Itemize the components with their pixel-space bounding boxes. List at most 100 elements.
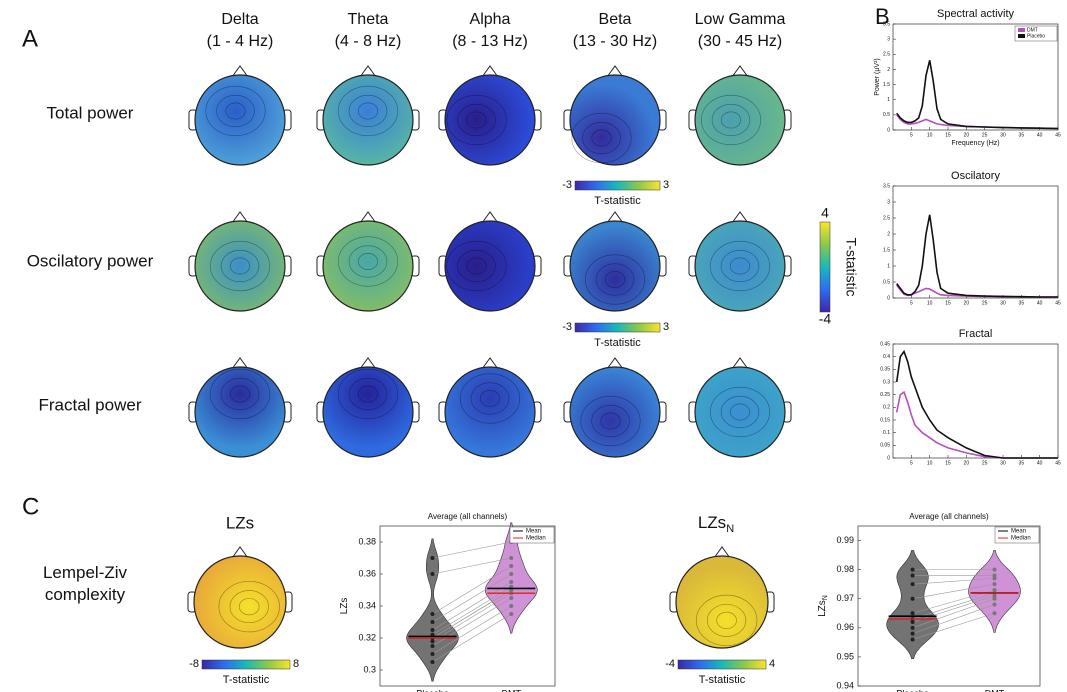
colorbar-label: T-statistic: [843, 237, 859, 296]
plot-frame: [379, 525, 556, 687]
data-point: [430, 556, 435, 560]
y-tick-label: 0.99: [836, 535, 854, 545]
contour: [446, 94, 507, 146]
data-point: [910, 637, 915, 642]
topomap: [194, 366, 286, 458]
x-tick-label: 35: [1019, 132, 1025, 138]
pair-line: [912, 583, 995, 600]
map-title: LZs: [226, 513, 254, 532]
panel-letter: B: [875, 4, 890, 29]
legend-label: Mean: [526, 529, 541, 535]
data-point: [509, 612, 514, 616]
colorbar-min: -8: [189, 658, 199, 670]
x-tick-label: 45: [1055, 300, 1061, 306]
y-tick-label: 0.94: [836, 680, 854, 690]
topomap: [444, 74, 536, 166]
legend-label: Mean: [1011, 529, 1026, 535]
colorbar-max: 4: [821, 205, 829, 221]
topomap: [194, 74, 286, 166]
topomap: [322, 366, 414, 458]
x-tick-label: 20: [964, 460, 970, 466]
chart-title: Oscilatory: [951, 170, 1000, 182]
map-title-main: LZs: [698, 513, 726, 532]
head-nose: [481, 65, 499, 78]
legend-box: [1014, 25, 1058, 42]
contour: [729, 257, 751, 275]
colorbar-max: 8: [293, 658, 299, 670]
y-tick-label: 0.5: [883, 112, 890, 118]
contour: [600, 412, 621, 430]
contour: [711, 103, 751, 137]
legend-label: Median: [526, 536, 546, 542]
contour: [220, 377, 260, 411]
panel-letter: C: [22, 493, 39, 520]
contour: [357, 385, 379, 403]
y-tick-label: 0.38: [358, 536, 376, 546]
head-nose: [731, 211, 749, 224]
data-point: [910, 567, 915, 572]
series-line: [896, 60, 1059, 130]
contour: [584, 254, 646, 305]
data-point: [992, 573, 997, 578]
contour: [695, 594, 758, 647]
y-tick-label: 3.5: [883, 21, 890, 27]
contour: [720, 111, 742, 129]
x-tick-label: DMT: [502, 688, 522, 692]
head-nose: [606, 211, 624, 224]
x-tick-label: 20: [964, 132, 970, 138]
data-point: [910, 625, 915, 630]
topomap: [193, 555, 287, 649]
x-tick-label: 10: [927, 460, 933, 466]
head-nose: [606, 357, 624, 370]
contour: [470, 382, 510, 415]
pair-line: [432, 592, 512, 642]
row-label: Lempel-Ziv complexity: [42, 563, 128, 604]
series-line: [895, 349, 1058, 459]
x-tick-label: 40: [1037, 132, 1043, 138]
topomap: [444, 366, 536, 458]
colorbar-max: 4: [769, 658, 775, 670]
data-point: [992, 593, 997, 598]
y-axis-label-main: LZs: [339, 598, 350, 615]
contour: [591, 404, 630, 438]
data-point: [430, 628, 435, 632]
legend-swatch: [1018, 34, 1025, 38]
topomap: [694, 74, 786, 166]
topomap: [444, 220, 536, 312]
x-tick-label: 45: [1055, 132, 1061, 138]
violin: [406, 538, 459, 682]
pair-line: [432, 586, 512, 636]
head-nose: [231, 546, 249, 559]
y-tick-label: 2: [887, 231, 890, 237]
column-range: (8 - 13 Hz): [452, 33, 528, 50]
x-tick-label: 10: [927, 132, 933, 138]
row-label: Oscilatory power: [27, 251, 154, 270]
contour: [229, 590, 269, 624]
y-tick-label: 0.1: [883, 430, 890, 436]
pair-line: [432, 573, 512, 623]
contour: [229, 257, 251, 275]
y-tick-label: 0.45: [880, 341, 890, 347]
x-tick-label: 5: [910, 132, 913, 138]
plot-frame: [857, 525, 1041, 687]
data-point: [430, 572, 435, 576]
y-tick-label: 0.5: [883, 279, 890, 285]
data-point: [509, 580, 514, 584]
head-nose: [713, 546, 731, 559]
head-nose: [359, 65, 377, 78]
column-range: (4 - 8 Hz): [335, 33, 402, 50]
y-tick-label: 1.5: [883, 82, 890, 88]
y-tick-label: 3: [887, 36, 890, 42]
pair-line: [432, 565, 512, 615]
contour: [466, 257, 487, 275]
x-tick-label: 25: [982, 132, 988, 138]
data-point: [430, 652, 435, 656]
chart-title: Average (all channels): [428, 512, 508, 521]
contour: [337, 368, 399, 420]
y-tick-label: 0.2: [883, 405, 890, 411]
colorbar: [574, 180, 661, 191]
data-point: [992, 582, 997, 587]
y-tick-label: 0.3: [363, 664, 376, 674]
data-point: [509, 604, 514, 608]
y-tick-label: 0.25: [880, 392, 890, 398]
